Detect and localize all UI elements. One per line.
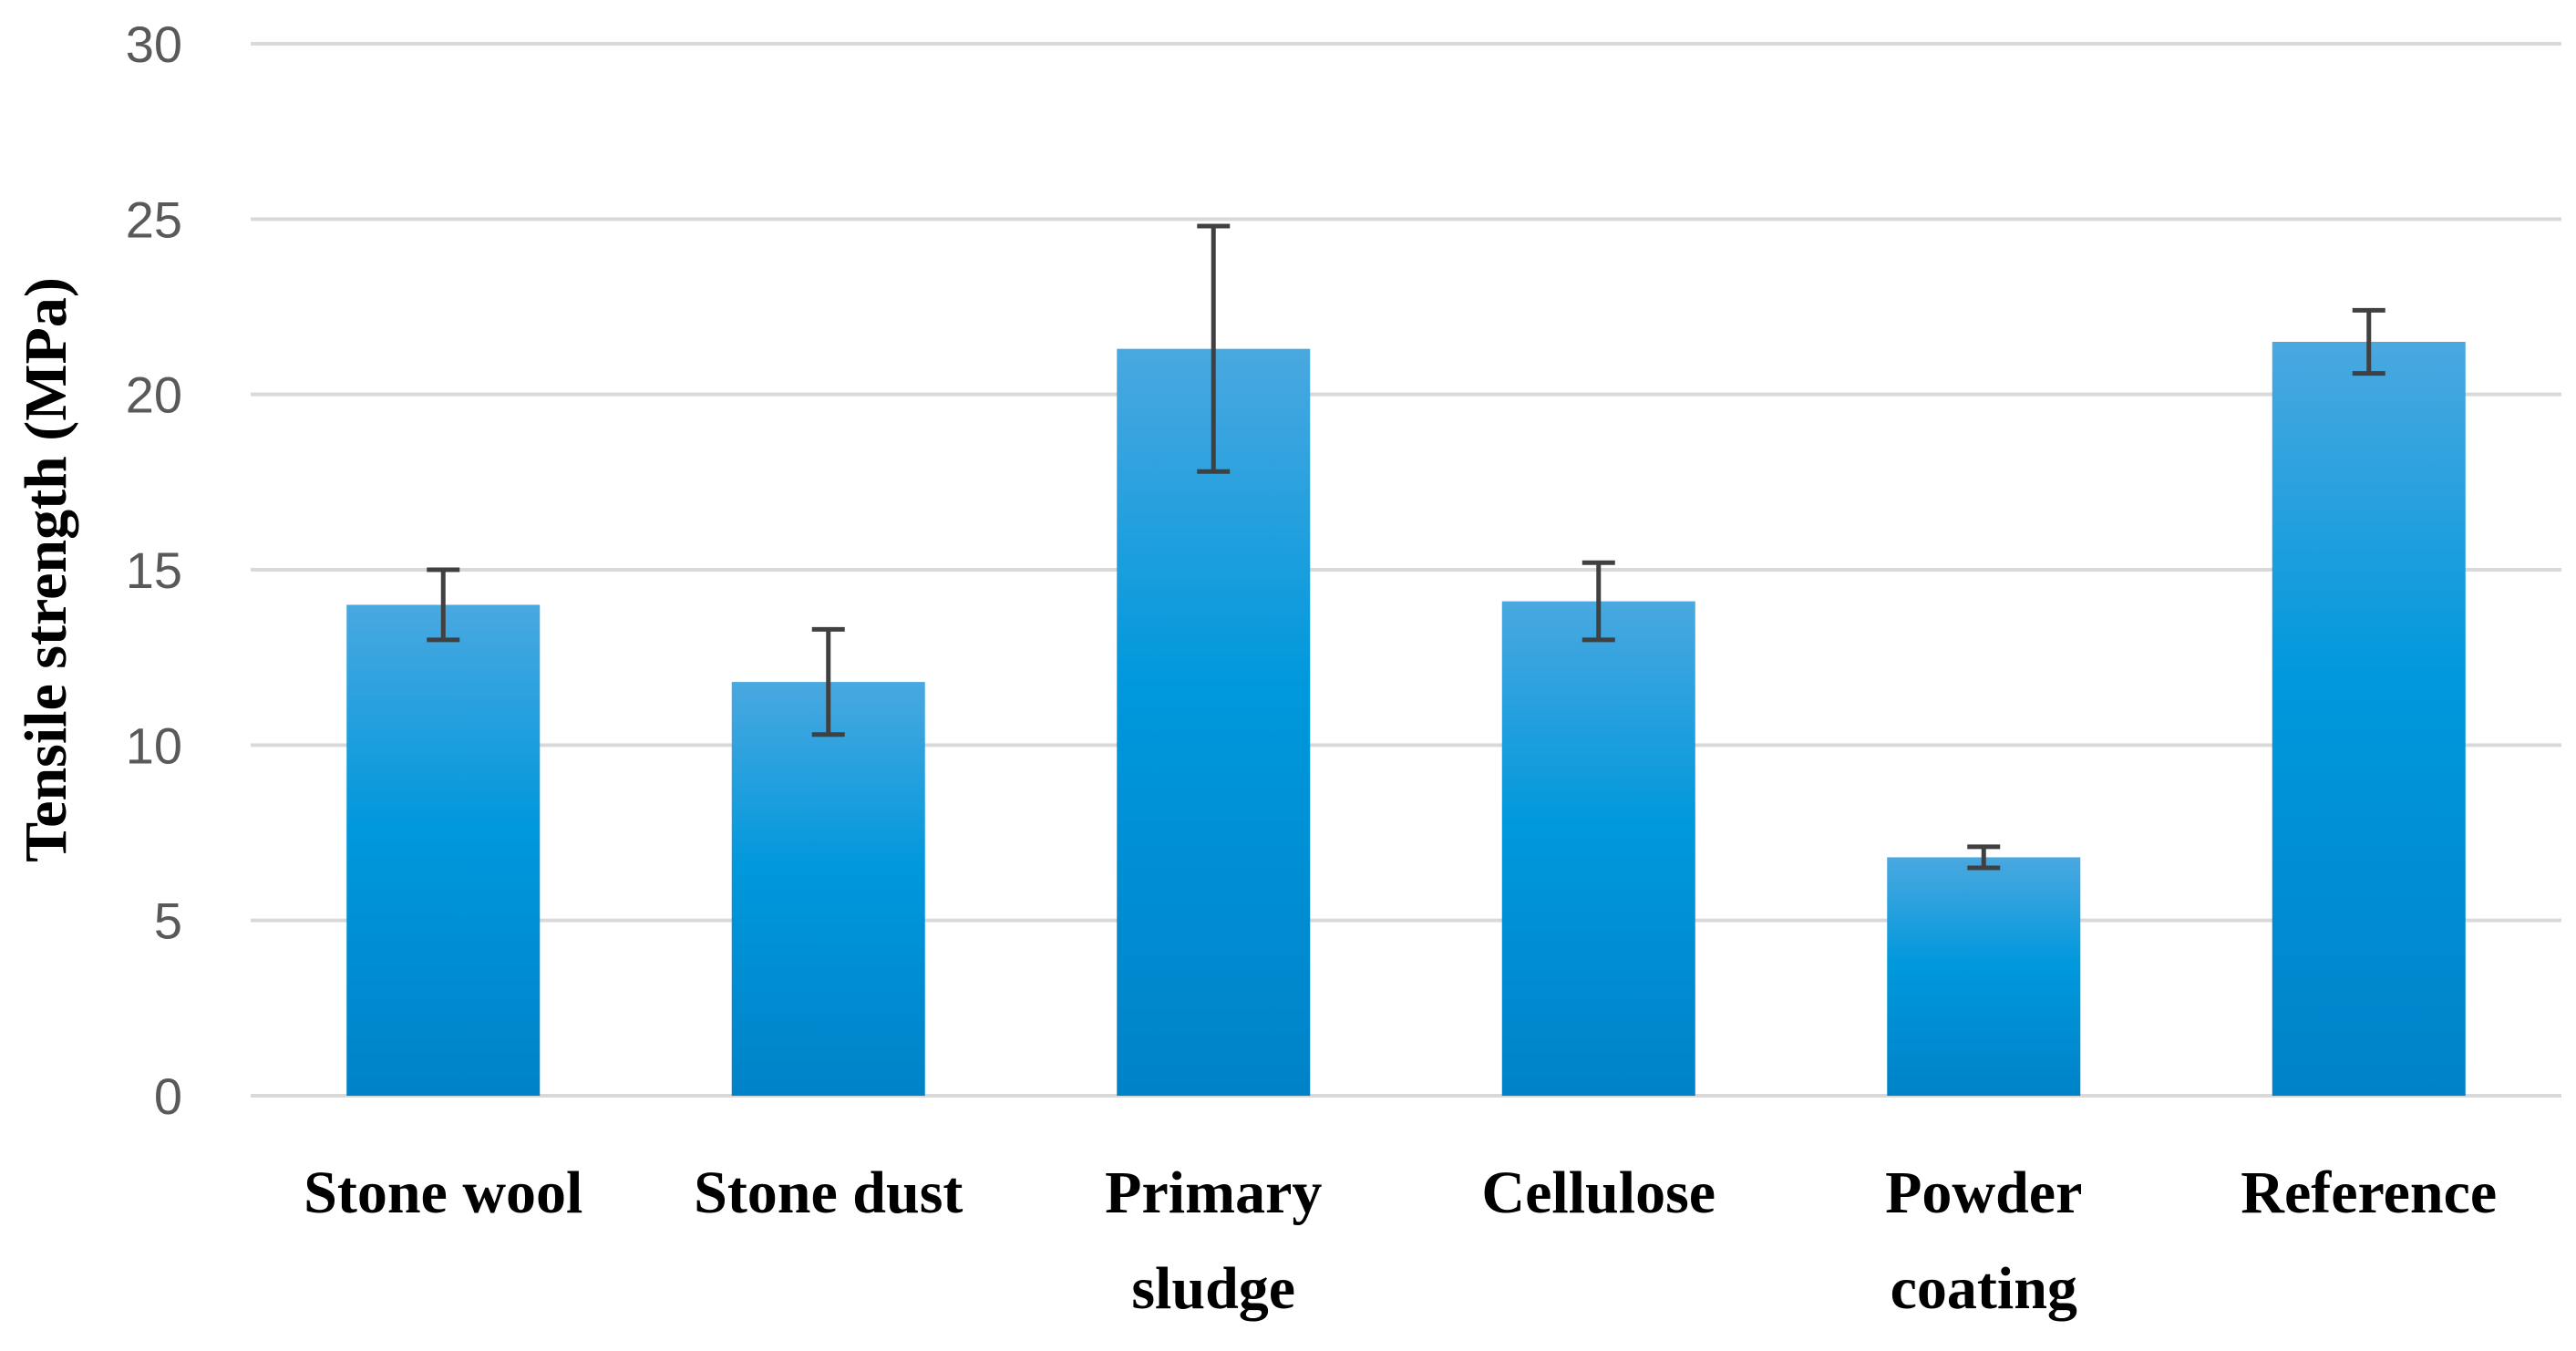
- error-bars: [427, 223, 2385, 871]
- y-tick-label: 30: [126, 15, 182, 73]
- x-axis-categories: Stone wool Stone dust Primary sludge Cellulo…: [304, 1160, 2497, 1322]
- error-bar: [2352, 307, 2385, 376]
- bar-stone-wool: [346, 604, 541, 1096]
- error-bar: [1582, 560, 1615, 643]
- bar-powder-coating: [1887, 857, 2081, 1096]
- x-category-label: Reference: [2241, 1160, 2497, 1226]
- x-category-label: Stone wool: [304, 1160, 582, 1226]
- x-category-label: Powder coating: [1885, 1160, 2082, 1322]
- y-tick-label: 0: [154, 1067, 182, 1125]
- gridlines: [251, 42, 2561, 1098]
- y-tick-label: 25: [126, 191, 182, 248]
- y-tick-label: 10: [126, 717, 182, 774]
- bar-cellulose: [1501, 601, 1695, 1096]
- error-bar: [1197, 223, 1231, 474]
- bar-stone-dust: [731, 682, 925, 1096]
- y-axis-title: Tensile strength (MPa): [13, 277, 79, 862]
- y-tick-label: 15: [126, 541, 182, 599]
- y-tick-label: 20: [126, 366, 182, 424]
- x-category-label: Cellulose: [1481, 1160, 1716, 1226]
- error-bar: [1967, 844, 2001, 871]
- x-category-label: Stone dust: [694, 1160, 963, 1226]
- error-bar: [811, 626, 845, 737]
- x-category-label: Primary sludge: [1105, 1160, 1322, 1322]
- bars: [346, 341, 2466, 1096]
- y-tick-label: 5: [154, 892, 182, 950]
- bar-reference: [2272, 341, 2466, 1096]
- error-bar: [427, 567, 460, 643]
- y-axis-ticks: 0 5 10 15 20 25 30: [126, 15, 182, 1125]
